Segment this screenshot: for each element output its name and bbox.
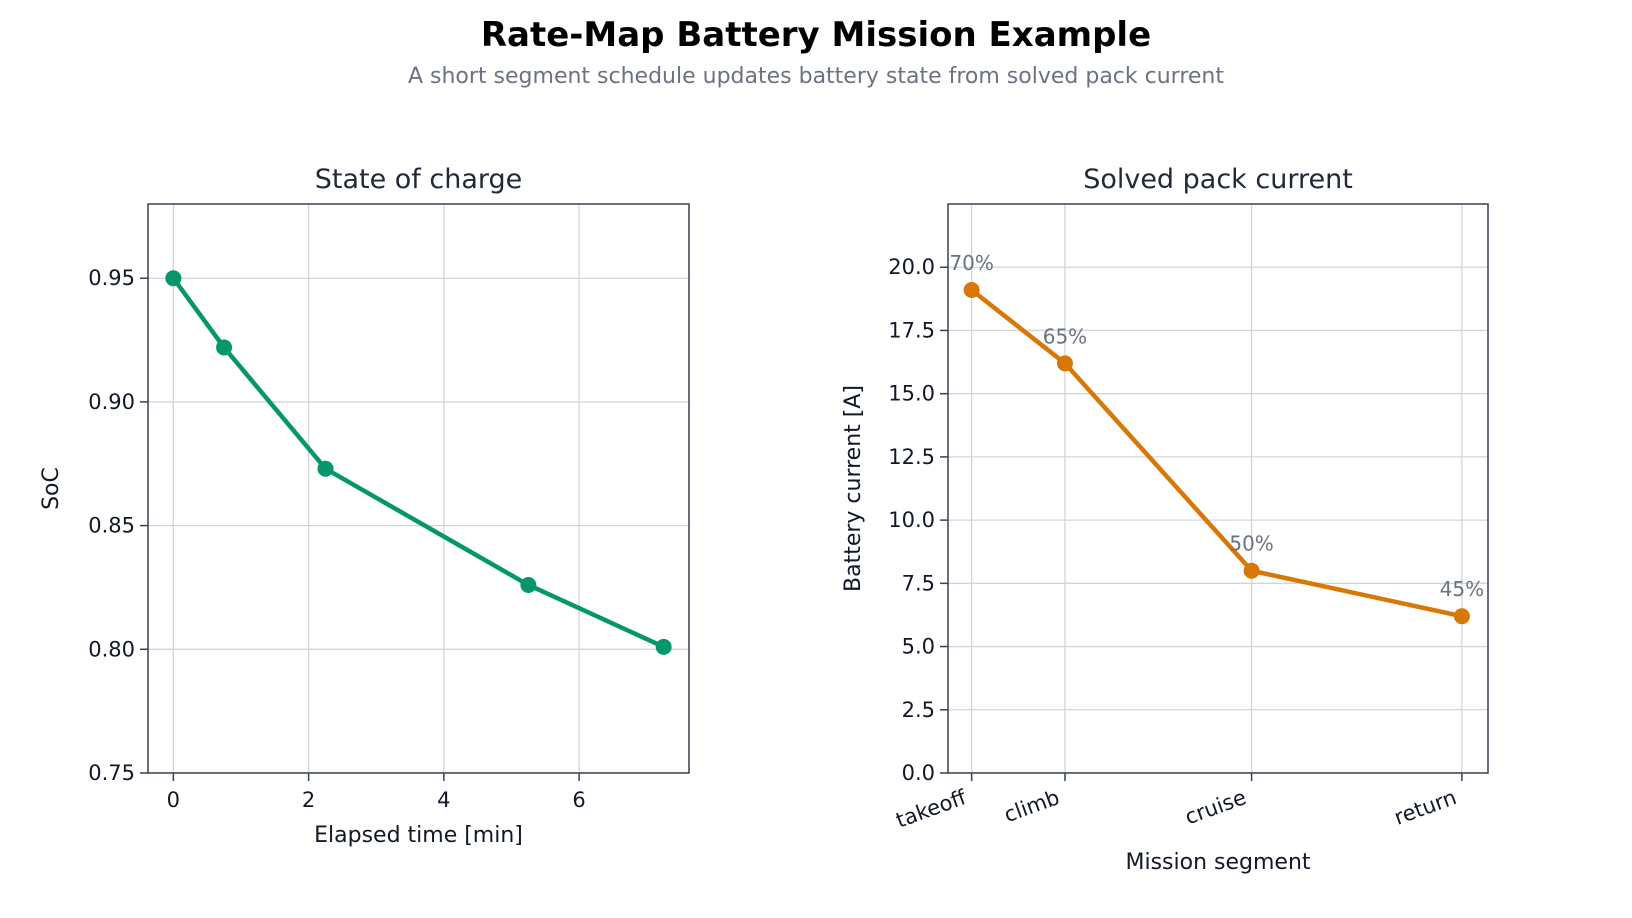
- x-tick-label: takeoff: [893, 785, 970, 833]
- data-point: [1243, 562, 1260, 579]
- data-point: [165, 270, 182, 287]
- y-tick-label: 0.80: [88, 637, 135, 661]
- chart-title: Solved pack current: [1083, 164, 1353, 195]
- y-tick-label: 17.5: [888, 318, 935, 342]
- x-tick-label: cruise: [1182, 785, 1250, 829]
- x-tick-label: 0: [167, 788, 180, 812]
- x-tick-label: return: [1391, 785, 1460, 830]
- data-point: [1453, 608, 1470, 625]
- y-tick-label: 0.95: [88, 266, 135, 290]
- y-tick-label: 0.90: [88, 390, 135, 414]
- data-point: [317, 460, 334, 477]
- series-line: [969, 287, 1465, 619]
- x-tick-label: 2: [302, 788, 315, 812]
- chart-title: State of charge: [315, 164, 523, 195]
- plot-frame: [147, 203, 690, 774]
- y-tick-label: 2.5: [902, 698, 935, 722]
- point-label: 45%: [1440, 577, 1484, 601]
- y-tick-label: 7.5: [902, 571, 935, 595]
- series-line: [171, 275, 666, 650]
- x-tick-label: 4: [437, 788, 450, 812]
- point-label: 50%: [1229, 532, 1273, 556]
- y-tick-label: 0.85: [88, 514, 135, 538]
- y-tick-label: 0.0: [902, 761, 935, 785]
- current-chart: takeoff climb cruise return 0.0 2.5 5.0 7.5 10.0…: [841, 164, 1489, 875]
- x-tick-label: 6: [572, 788, 585, 812]
- y-tick-label: 20.0: [888, 255, 935, 279]
- data-point: [963, 281, 980, 298]
- x-axis-label: Mission segment: [1125, 850, 1310, 875]
- y-tick-label: 5.0: [902, 635, 935, 659]
- data-point: [1056, 355, 1073, 372]
- y-tick-label: 12.5: [888, 445, 935, 469]
- data-point: [655, 638, 672, 655]
- data-point: [216, 339, 233, 356]
- figure-subtitle: A short segment schedule updates battery…: [408, 64, 1224, 89]
- x-tick-label: climb: [1001, 785, 1063, 827]
- y-axis-label: Battery current [A]: [841, 385, 866, 592]
- y-axis-label: SoC: [39, 467, 64, 510]
- figure-title: Rate-Map Battery Mission Example: [481, 15, 1151, 55]
- data-point: [520, 576, 537, 593]
- y-tick-label: 15.0: [888, 382, 935, 406]
- soc-chart: 0 2 4 6 0.75 0.80 0.85 0.90 0.95 State of charge E…: [39, 164, 690, 848]
- y-tick-label: 0.75: [88, 761, 135, 785]
- y-tick-label: 10.0: [888, 508, 935, 532]
- plot-frame: [947, 203, 1489, 774]
- point-label: 70%: [949, 251, 993, 275]
- point-label: 65%: [1043, 324, 1087, 348]
- x-axis-label: Elapsed time [min]: [314, 823, 523, 848]
